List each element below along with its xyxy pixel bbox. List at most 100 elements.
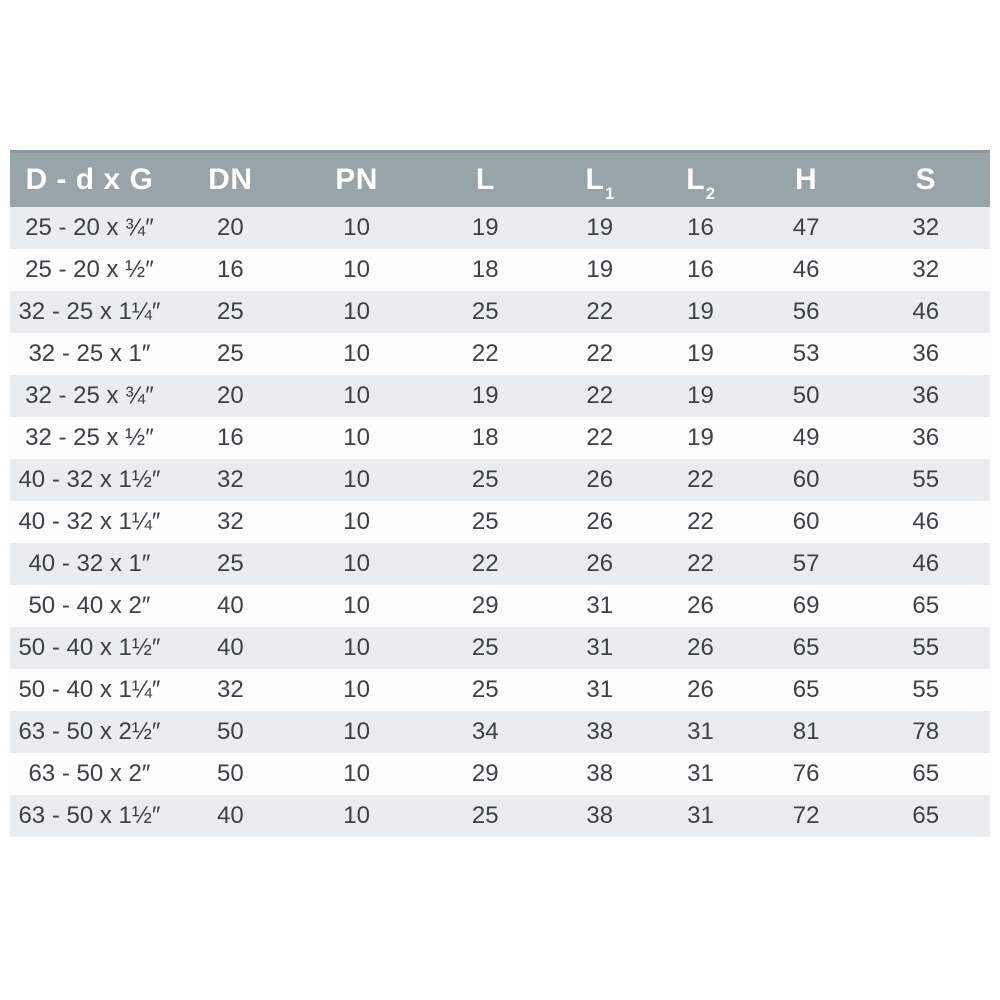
cell-l: 29	[421, 753, 550, 795]
cell-pn: 10	[291, 585, 422, 627]
table-row: 50 - 40 x 2″ 40 10 29 31 26 69 65	[10, 585, 990, 627]
cell-s: 46	[861, 501, 990, 543]
cell-s: 36	[861, 333, 990, 375]
cell-dn: 40	[168, 627, 292, 669]
cell-l2: 26	[650, 627, 751, 669]
table-row: 32 - 25 x ½″ 16 10 18 22 19 49 36	[10, 417, 990, 459]
cell-l2: 31	[650, 795, 751, 837]
cell-h: 46	[750, 249, 862, 291]
cell-l1: 26	[549, 501, 651, 543]
cell-d-dxg: 32 - 25 x ¾″	[10, 375, 169, 417]
cell-s: 36	[861, 375, 990, 417]
table-row: 63 - 50 x 1½″ 40 10 25 38 31 72 65	[10, 795, 990, 837]
table-row: 32 - 25 x 1¼″ 25 10 25 22 19 56 46	[10, 291, 990, 333]
cell-d-dxg: 32 - 25 x 1¼″	[10, 291, 169, 333]
cell-l1: 22	[549, 375, 651, 417]
cell-l2: 26	[650, 669, 751, 711]
column-header-l1: L1	[549, 150, 651, 207]
cell-l: 25	[421, 291, 550, 333]
cell-h: 81	[750, 711, 862, 753]
cell-l1: 22	[549, 291, 651, 333]
cell-s: 55	[861, 459, 990, 501]
cell-l1: 38	[549, 795, 651, 837]
cell-l2: 22	[650, 543, 751, 585]
cell-h: 49	[750, 417, 862, 459]
cell-d-dxg: 25 - 20 x ½″	[10, 249, 169, 291]
cell-l2: 19	[650, 417, 751, 459]
cell-pn: 10	[291, 417, 422, 459]
table-row: 25 - 20 x ¾″ 20 10 19 19 16 47 32	[10, 207, 990, 249]
cell-h: 69	[750, 585, 862, 627]
cell-l1: 19	[549, 207, 651, 249]
column-header-l2: L2	[650, 150, 751, 207]
cell-l: 18	[421, 417, 550, 459]
cell-l1: 38	[549, 753, 651, 795]
cell-pn: 10	[291, 795, 422, 837]
cell-s: 65	[861, 753, 990, 795]
cell-l2: 22	[650, 501, 751, 543]
cell-pn: 10	[291, 543, 422, 585]
cell-h: 53	[750, 333, 862, 375]
cell-pn: 10	[291, 501, 422, 543]
cell-dn: 40	[168, 795, 292, 837]
cell-s: 78	[861, 711, 990, 753]
cell-dn: 32	[168, 669, 292, 711]
cell-pn: 10	[291, 333, 422, 375]
table-row: 32 - 25 x ¾″ 20 10 19 22 19 50 36	[10, 375, 990, 417]
cell-l: 25	[421, 501, 550, 543]
cell-h: 60	[750, 501, 862, 543]
column-header-dn: DN	[168, 150, 292, 207]
table-body: 25 - 20 x ¾″ 20 10 19 19 16 47 32 25 - 20 x ½″ 16…	[10, 207, 990, 837]
cell-pn: 10	[291, 459, 422, 501]
cell-l2: 26	[650, 585, 751, 627]
column-header-d-dxg: D - d x G	[10, 150, 169, 207]
cell-l2: 31	[650, 711, 751, 753]
cell-l: 25	[421, 795, 550, 837]
cell-d-dxg: 63 - 50 x 2″	[10, 753, 169, 795]
cell-l1: 26	[549, 459, 651, 501]
cell-dn: 16	[168, 417, 292, 459]
table-row: 40 - 32 x 1¼″ 32 10 25 26 22 60 46	[10, 501, 990, 543]
cell-s: 55	[861, 627, 990, 669]
column-header-h: H	[750, 150, 862, 207]
cell-pn: 10	[291, 291, 422, 333]
cell-pn: 10	[291, 753, 422, 795]
cell-l: 25	[421, 669, 550, 711]
cell-l2: 19	[650, 291, 751, 333]
cell-pn: 10	[291, 711, 422, 753]
cell-h: 72	[750, 795, 862, 837]
cell-l: 22	[421, 543, 550, 585]
cell-d-dxg: 50 - 40 x 1¼″	[10, 669, 169, 711]
column-header-subscript: 2	[705, 184, 716, 203]
cell-s: 32	[861, 207, 990, 249]
cell-s: 32	[861, 249, 990, 291]
table-row: 40 - 32 x 1½″ 32 10 25 26 22 60 55	[10, 459, 990, 501]
cell-d-dxg: 40 - 32 x 1¼″	[10, 501, 169, 543]
cell-pn: 10	[291, 627, 422, 669]
cell-l2: 19	[650, 375, 751, 417]
cell-dn: 25	[168, 543, 292, 585]
cell-s: 46	[861, 291, 990, 333]
cell-l: 19	[421, 375, 550, 417]
cell-l: 34	[421, 711, 550, 753]
cell-s: 65	[861, 585, 990, 627]
cell-l2: 19	[650, 333, 751, 375]
cell-l: 18	[421, 249, 550, 291]
cell-pn: 10	[291, 249, 422, 291]
cell-dn: 50	[168, 711, 292, 753]
table-row: 25 - 20 x ½″ 16 10 18 19 16 46 32	[10, 249, 990, 291]
cell-dn: 25	[168, 291, 292, 333]
cell-d-dxg: 32 - 25 x ½″	[10, 417, 169, 459]
table-row: 32 - 25 x 1″ 25 10 22 22 19 53 36	[10, 333, 990, 375]
table-header: D - d x G DN PN L L1 L2 H S	[10, 150, 990, 207]
cell-pn: 10	[291, 207, 422, 249]
cell-l: 22	[421, 333, 550, 375]
cell-l1: 31	[549, 585, 651, 627]
cell-dn: 32	[168, 501, 292, 543]
cell-dn: 25	[168, 333, 292, 375]
cell-l1: 19	[549, 249, 651, 291]
cell-h: 56	[750, 291, 862, 333]
cell-l1: 31	[549, 627, 651, 669]
cell-s: 65	[861, 795, 990, 837]
